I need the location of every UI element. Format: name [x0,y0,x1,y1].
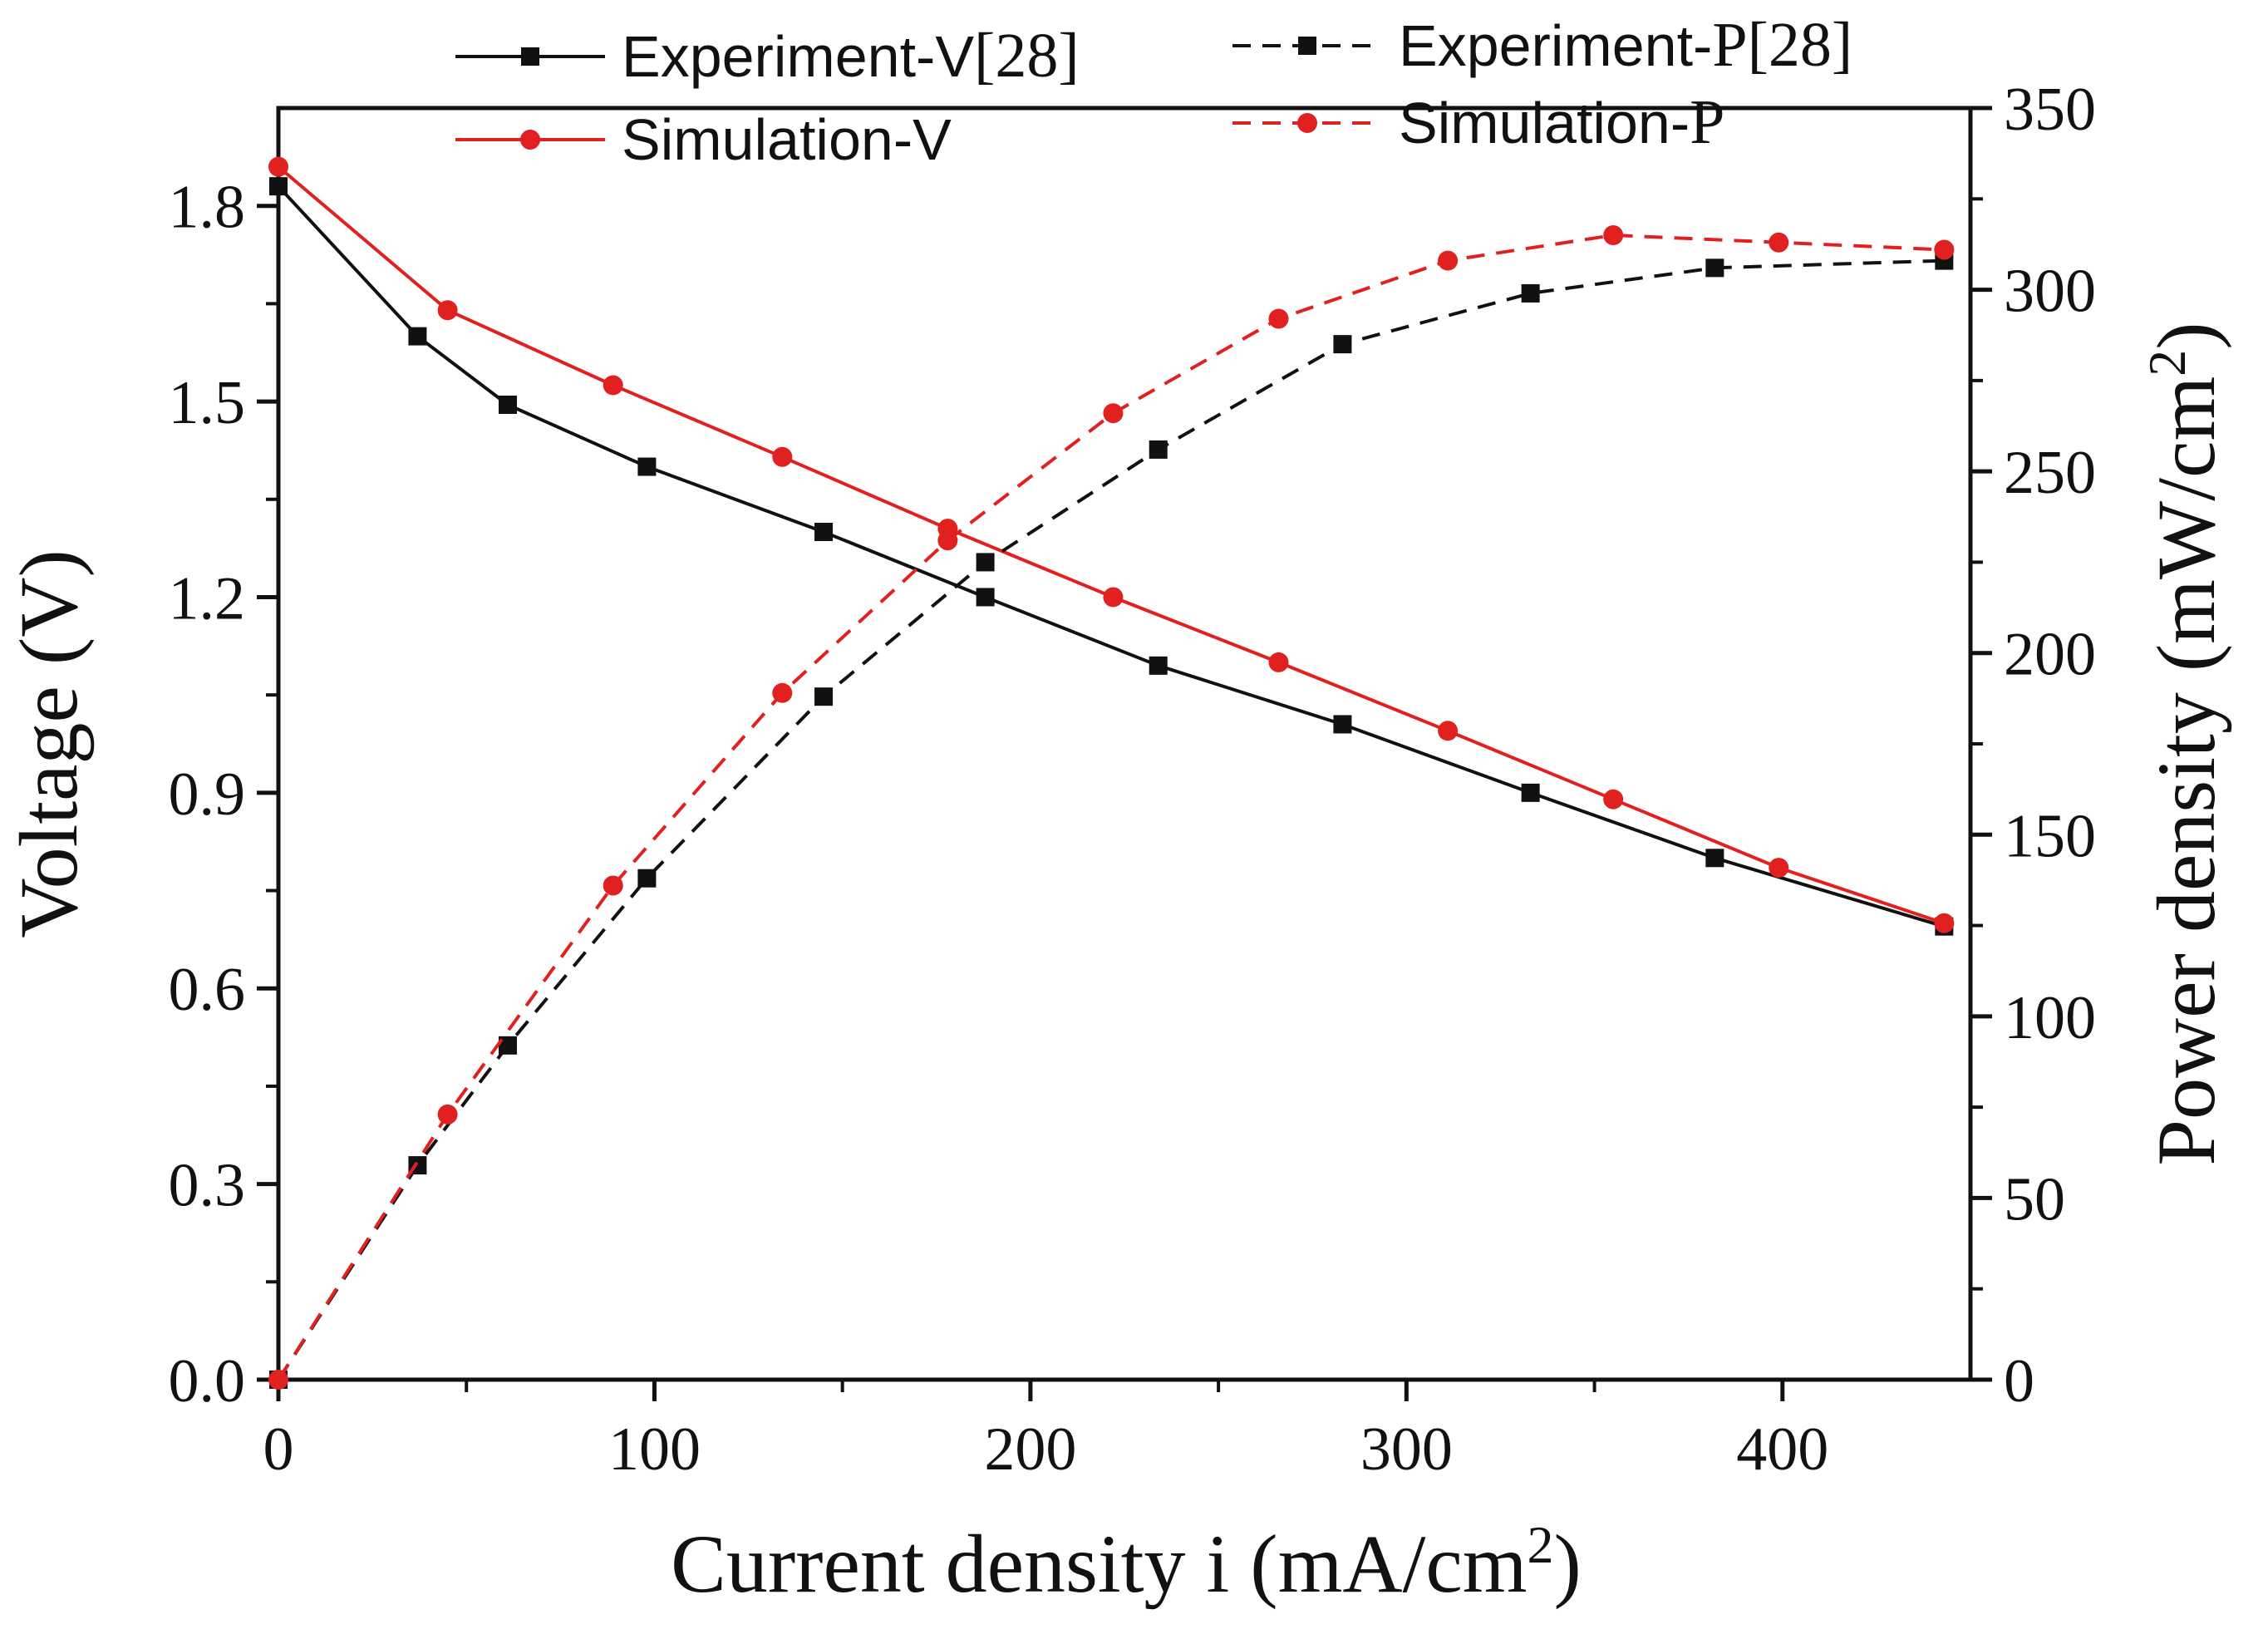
data-point [1268,652,1289,672]
legend-marker [520,130,540,150]
data-point [1769,858,1789,878]
series-layer [268,156,1955,1390]
x-tick-label: 100 [608,1415,701,1484]
data-point [1769,232,1789,253]
x-axis-title: Current density i (mA/cm2) [671,1515,1582,1611]
y-tick-label: 1.5 [169,369,246,437]
data-point [1149,656,1168,675]
legend-entry: Experiment-V[28] [455,21,1080,91]
data-point [1521,283,1540,303]
data-point [1268,308,1289,329]
data-point [1705,258,1724,278]
data-point [637,869,657,888]
y2-tick-label: 350 [2004,76,2096,144]
y2-tick-label: 100 [2004,984,2096,1052]
data-point [498,1036,517,1055]
y-tick-label: 0.3 [169,1152,246,1220]
series-0 [269,177,1954,936]
plot-frame [276,106,1973,1382]
legend-label: Simulation-P [1399,87,1724,157]
data-point [637,457,657,476]
data-point [1103,403,1124,424]
data-point [1603,225,1624,245]
y2-axis-title: Power density (mW/cm2) [2138,322,2233,1165]
data-point [814,687,834,706]
y2-tick-label: 0 [2004,1347,2034,1415]
data-point [1934,913,1955,933]
data-point [976,588,995,607]
legend: Experiment-V[28] Simulation-V Experiment-P… [455,10,1852,172]
y2-tick-label: 50 [2004,1165,2065,1233]
x-tick-label: 0 [263,1415,294,1484]
x-tick-label: 300 [1360,1415,1453,1484]
data-point [772,682,793,703]
legend-label: Simulation-V [622,107,952,172]
data-point [1705,849,1724,868]
data-point [814,523,834,541]
legend-marker [1298,37,1316,55]
y2-tick-label: 300 [2004,258,2096,326]
tick-labels: 0 100 200 300 400 0.0 0.3 0.6 0.9 1.2 1.5 1.8 0 50 100… [169,76,2097,1484]
plot-area-border [276,106,1973,1382]
data-point [1521,783,1540,802]
data-point [976,553,995,572]
x-tick-label: 200 [984,1415,1076,1484]
legend-marker [521,47,539,66]
data-point [603,375,623,396]
series-line [277,258,1945,1381]
series-line [277,185,1945,928]
data-point [1333,715,1352,734]
series-line [277,165,1945,925]
data-point [1603,789,1624,810]
y-axis-title: Voltage (V) [2,549,95,938]
data-point [1149,440,1168,459]
y-tick-label: 1.8 [169,174,246,242]
data-point [1934,239,1955,260]
series-1 [268,156,1955,933]
data-point [269,177,288,196]
legend-marker [1297,113,1317,133]
y-tick-label: 0.6 [169,956,246,1024]
data-point [1438,721,1459,741]
y2-tick-label: 250 [2004,439,2096,507]
data-point [498,396,517,414]
data-point [603,875,623,896]
y2-tick-label: 150 [2004,802,2096,870]
y-tick-label: 1.2 [169,564,246,632]
legend-entry: Simulation-P [1232,87,1724,157]
series-3 [268,225,1955,1390]
data-point [408,327,427,346]
data-point [1103,587,1124,608]
data-point [1438,250,1459,271]
data-point [437,300,458,321]
data-point [937,530,958,551]
legend-entry: Simulation-V [455,107,952,172]
data-point [268,1370,288,1390]
y2-tick-label: 200 [2004,621,2096,689]
legend-label: Experiment-V[28] [622,21,1080,91]
legend-label: Experiment-P[28] [1399,10,1852,80]
x-tick-label: 400 [1736,1415,1828,1484]
y-tick-label: 0.9 [169,760,246,829]
legend-entry: Experiment-P[28] [1232,10,1852,80]
data-point [1333,335,1352,354]
data-point [437,1104,458,1125]
data-point [772,446,793,467]
data-point [268,156,288,177]
y-tick-label: 0.0 [169,1347,246,1415]
axis-ticks [257,106,1992,1401]
